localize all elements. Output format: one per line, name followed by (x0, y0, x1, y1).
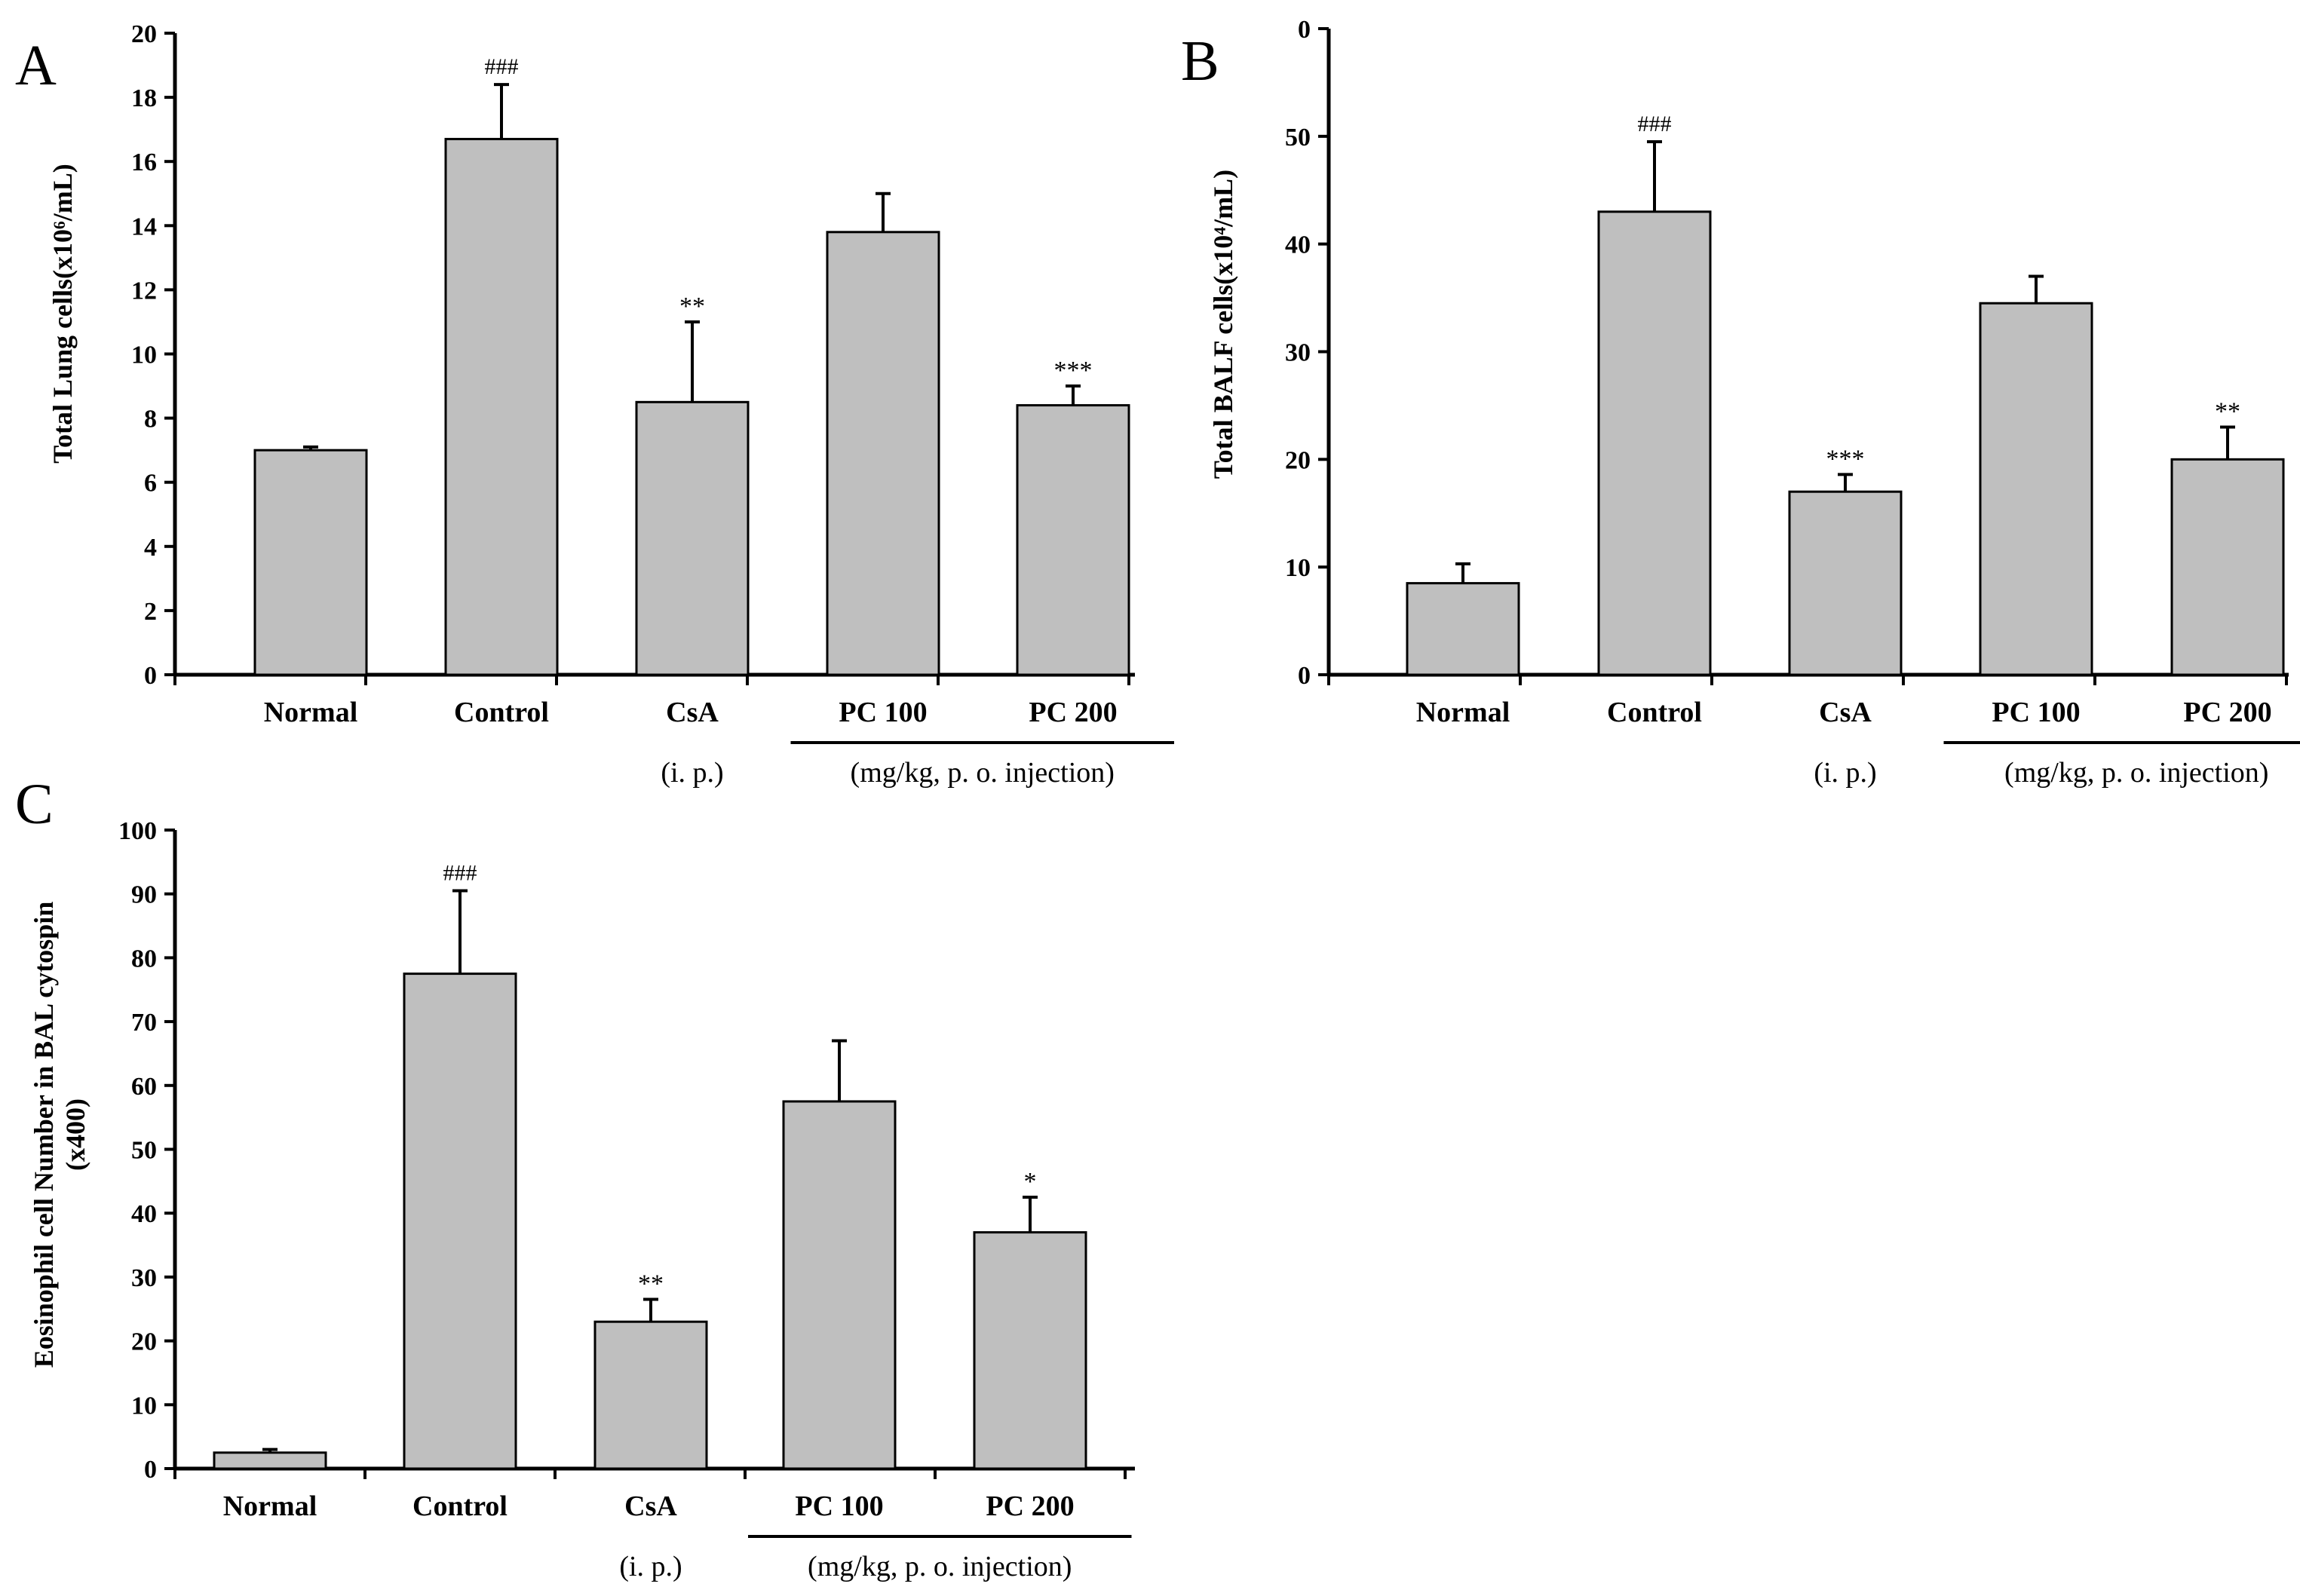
y-tick-label: 50 (1285, 124, 1311, 152)
y-tick-label: 0 (1298, 662, 1311, 690)
y-tick-label: 10 (131, 1392, 157, 1420)
y-tick-label: 40 (131, 1200, 157, 1228)
route-label: (i. p.) (619, 1551, 682, 1582)
y-tick-label: 10 (1285, 554, 1311, 582)
bar-normal (1406, 582, 1520, 676)
panel-b: B 0 10 20 30 40 50 0 Normal ### Control *** CsA PC 10… (1181, 16, 2300, 789)
category-label-normal: Normal (264, 697, 358, 728)
y-tick-label: 70 (131, 1009, 157, 1037)
y-tick-label: 14 (131, 213, 157, 240)
category-label-pc-100: PC 100 (1992, 697, 2080, 728)
panel-letter-a: A (15, 34, 57, 97)
y-tick-label: 60 (131, 1073, 157, 1101)
significance-pc-200: ** (2215, 397, 2240, 425)
panel-a: A 0 2 4 6 8 10 12 14 16 18 20 Normal ### Control ** CsA P… (15, 20, 1174, 789)
category-label-csa: CsA (1819, 697, 1872, 728)
y-tick-label: 30 (1285, 339, 1311, 367)
category-label-normal: Normal (1416, 697, 1510, 728)
y-tick-label: 100 (118, 817, 157, 845)
panel-c: C 0 10 20 30 40 50 60 70 80 90 100 Normal ### Control *… (15, 773, 1135, 1582)
y-tick-label: 40 (1285, 231, 1311, 259)
bar-pc-100 (1979, 302, 2093, 676)
significance-control: ### (443, 860, 477, 885)
y-axis-title-2: (x400) (60, 1098, 90, 1171)
significance-pc-200: * (1024, 1168, 1037, 1196)
bar-csa (593, 1320, 708, 1470)
panel-letter-c: C (15, 773, 54, 836)
category-label-pc-200: PC 200 (986, 1490, 1074, 1522)
category-label-csa: CsA (624, 1490, 677, 1522)
y-tick-label: 16 (131, 149, 157, 176)
y-tick-label: 10 (131, 342, 157, 369)
bar-normal (253, 449, 368, 676)
significance-csa: ** (679, 293, 705, 320)
bar-pc-200 (2170, 458, 2285, 676)
bar-pc-100 (782, 1100, 897, 1470)
y-tick-label: 80 (131, 945, 157, 973)
y-tick-label: 0 (144, 662, 157, 690)
bar-csa (635, 400, 750, 676)
y-tick-label: 30 (131, 1264, 157, 1292)
bar-pc-200 (973, 1231, 1087, 1470)
panel-letter-b: B (1181, 29, 1219, 93)
significance-pc-200: *** (1054, 357, 1093, 384)
category-label-normal: Normal (223, 1490, 317, 1522)
category-label-pc-100: PC 100 (839, 697, 927, 728)
y-axis-title: Total Lung cells(x10⁶/mL) (48, 164, 78, 464)
category-label-csa: CsA (666, 697, 719, 728)
dose-label: (mg/kg, p. o. injection) (2004, 757, 2268, 789)
category-label-control: Control (1607, 697, 1702, 728)
bar-normal (213, 1451, 327, 1470)
y-tick-label: 20 (1285, 446, 1311, 474)
y-tick-label: 50 (131, 1137, 157, 1165)
y-axis-title: Total BALF cells(x10⁴/mL) (1208, 170, 1238, 479)
bar-control (444, 137, 559, 676)
bar-csa (1788, 490, 1903, 676)
bar-pc-200 (1016, 404, 1130, 676)
y-tick-label: 90 (131, 881, 157, 909)
dose-label: (mg/kg, p. o. injection) (808, 1551, 1072, 1582)
y-tick-label: 20 (131, 20, 157, 48)
y-tick-label: 6 (144, 470, 157, 498)
y-tick-label: 0 (1298, 16, 1311, 44)
category-label-pc-100: PC 100 (795, 1490, 883, 1522)
bar-control (403, 973, 517, 1470)
category-label-pc-200: PC 200 (1029, 697, 1117, 728)
y-axis-title: Eosinophil cell Number in BAL cytospin (29, 902, 59, 1368)
y-tick-label: 8 (144, 406, 157, 433)
route-label: (i. p.) (1814, 757, 1876, 789)
dose-label: (mg/kg, p. o. injection) (851, 757, 1115, 789)
significance-control: ### (485, 54, 519, 79)
bar-control (1597, 210, 1712, 676)
y-tick-label: 2 (144, 598, 157, 626)
y-tick-label: 12 (131, 277, 157, 305)
category-label-control: Control (412, 1490, 508, 1522)
significance-csa: *** (1826, 445, 1865, 473)
route-label: (i. p.) (661, 757, 723, 789)
significance-control: ### (1638, 112, 1672, 136)
y-tick-label: 4 (144, 534, 157, 562)
category-label-pc-200: PC 200 (2183, 697, 2271, 728)
category-label-control: Control (454, 697, 549, 728)
y-tick-label: 18 (131, 84, 157, 112)
y-tick-label: 0 (144, 1456, 157, 1484)
y-tick-label: 20 (131, 1328, 157, 1356)
bar-pc-100 (826, 231, 940, 676)
significance-csa: ** (638, 1270, 664, 1298)
